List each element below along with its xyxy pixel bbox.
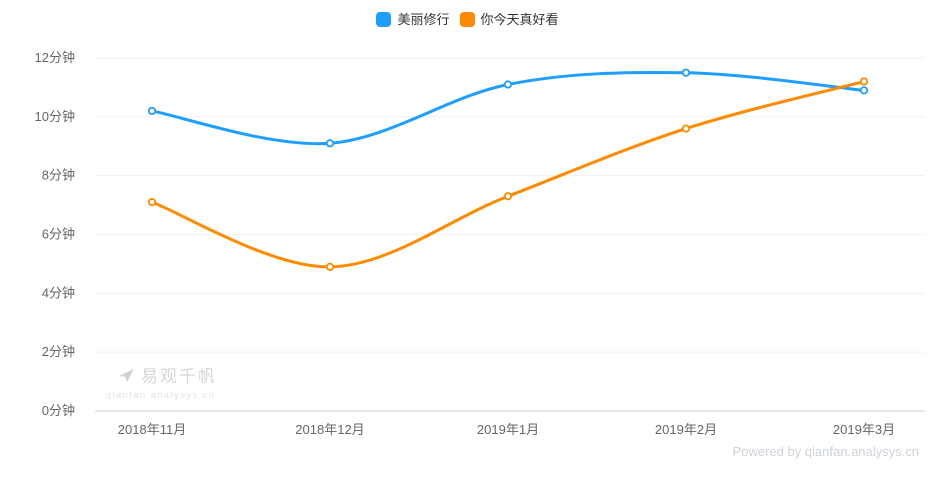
data-point-marker[interactable] (859, 77, 869, 86)
x-axis-tick-label: 2019年2月 (655, 422, 717, 437)
data-point-marker[interactable] (325, 262, 335, 271)
y-axis-tick-label: 10分钟 (35, 109, 75, 124)
data-point-marker[interactable] (503, 192, 513, 201)
legend-swatch-blue (376, 12, 392, 27)
watermark: 易观千帆 qianfan.analysys.cn (106, 362, 217, 400)
y-axis-tick-label: 12分钟 (35, 50, 75, 65)
watermark-title: 易观千帆 (141, 367, 217, 386)
y-axis-tick-label: 0分钟 (42, 403, 75, 418)
legend-label: 你今天真好看 (480, 12, 559, 27)
legend: 美丽修行 你今天真好看 (0, 12, 935, 27)
data-point-marker[interactable] (147, 106, 157, 116)
qianfan-logo-icon (116, 365, 136, 385)
y-axis-tick-label: 4分钟 (42, 285, 75, 300)
data-point-marker[interactable] (859, 86, 869, 95)
data-point-marker[interactable] (147, 198, 157, 207)
legend-item-nijintianzhenhaokan[interactable]: 你今天真好看 (459, 12, 559, 27)
legend-swatch-orange (459, 12, 475, 27)
series-line-1 (150, 80, 866, 269)
data-point-marker[interactable] (503, 80, 513, 89)
data-point-marker[interactable] (681, 124, 691, 133)
data-point-marker[interactable] (325, 139, 335, 148)
legend-item-meilixiuxing[interactable]: 美丽修行 (376, 12, 450, 27)
y-axis-tick-label: 8分钟 (42, 168, 75, 183)
y-axis-tick-label: 6分钟 (42, 227, 75, 242)
x-axis-tick-label: 2019年3月 (833, 422, 895, 437)
legend-label: 美丽修行 (397, 12, 450, 27)
powered-by-text: Powered by qianfan.analysys.cn (732, 444, 919, 459)
x-axis-tick-label: 2018年12月 (295, 422, 364, 437)
y-axis-tick-label: 2分钟 (42, 344, 75, 359)
x-axis-tick-label: 2019年1月 (477, 422, 539, 437)
x-axis-tick-label: 2018年11月 (118, 422, 186, 437)
watermark-url: qianfan.analysys.cn (106, 390, 216, 400)
data-point-marker[interactable] (681, 68, 691, 77)
